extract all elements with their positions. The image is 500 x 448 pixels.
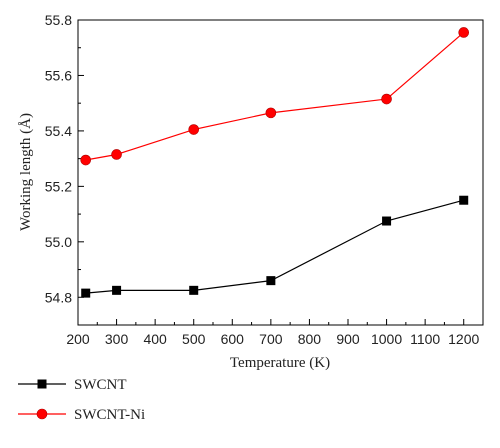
y-tick-label: 54.8 [45,289,72,305]
x-tick-label: 200 [66,331,90,347]
data-point-circle [458,27,470,38]
y-tick-label: 55.4 [45,123,72,139]
data-point-circle [381,93,392,105]
x-tick-label: 300 [105,331,129,347]
data-point-circle [80,154,92,166]
y-axis-ticks: 54.8 55.0 55.2 55.4 55.6 55.8 [45,12,84,305]
y-tick-label: 55.0 [45,234,72,250]
y-tick-label: 55.2 [45,178,72,194]
plot-frame [77,19,484,326]
legend-marker-square [37,379,47,389]
x-tick-label: 1000 [371,331,402,347]
data-point-square [266,276,276,286]
data-point-circle [188,124,200,135]
series-line-2 [85,32,465,161]
legend-marker-circle [36,408,48,420]
x-tick-label: 900 [336,331,360,347]
data-point-circle [265,107,277,119]
data-point-square [459,195,469,205]
x-tick-label: 800 [298,331,322,347]
x-tick-label: 700 [259,331,283,347]
y-tick-label: 55.6 [45,67,72,83]
data-point-square [81,288,91,298]
legend-label-1: SWCNT [74,377,127,393]
x-tick-label: 400 [143,331,167,347]
x-tick-label: 500 [182,331,206,347]
x-axis-title: Temperature (K) [230,355,330,371]
data-point-circle [111,149,122,160]
data-point-square [382,216,392,226]
x-tick-label: 1100 [410,331,440,347]
x-tick-label: 1200 [448,331,479,347]
series-layer [80,27,470,298]
x-axis-ticks: 200 300 400 500 600 700 800 900 1000 1100 1200 [66,319,479,347]
data-point-square [112,285,122,295]
data-point-square [189,285,199,295]
legend-label-2: SWCNT-Ni [74,407,145,423]
y-axis-title: Working length (Å) [18,113,34,231]
y-tick-label: 55.8 [45,12,72,28]
x-tick-label: 600 [221,331,245,347]
series-line-1 [85,199,464,294]
legend: SWCNT SWCNT-Ni [18,377,145,423]
